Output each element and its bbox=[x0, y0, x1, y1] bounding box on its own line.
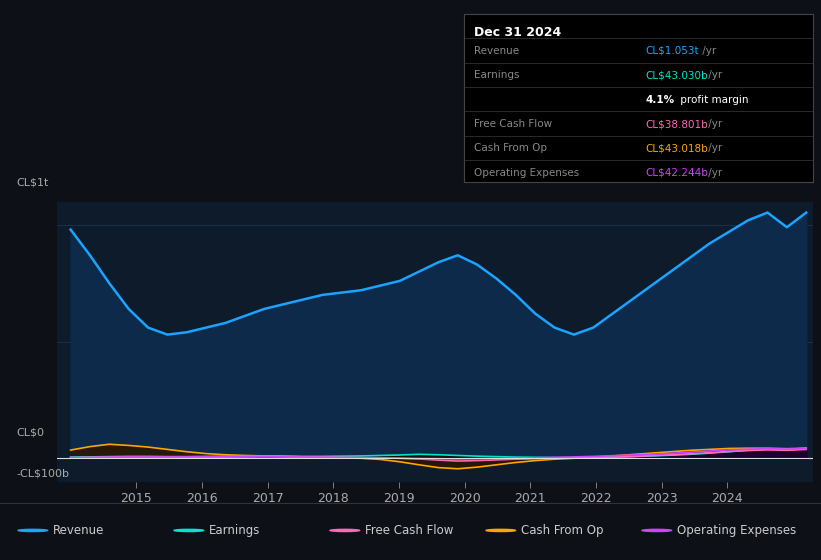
Text: CL$42.244b: CL$42.244b bbox=[645, 168, 709, 178]
Text: Operating Expenses: Operating Expenses bbox=[677, 524, 796, 537]
Circle shape bbox=[18, 529, 48, 531]
Text: -CL$100b: -CL$100b bbox=[16, 468, 70, 478]
Text: CL$1t: CL$1t bbox=[16, 178, 48, 188]
Text: Cash From Op: Cash From Op bbox=[475, 143, 548, 153]
Text: /yr: /yr bbox=[699, 46, 716, 56]
Text: CL$38.801b: CL$38.801b bbox=[645, 119, 708, 129]
Text: CL$43.030b: CL$43.030b bbox=[645, 71, 708, 80]
Text: /yr: /yr bbox=[704, 71, 722, 80]
Text: profit margin: profit margin bbox=[677, 95, 748, 105]
Text: /yr: /yr bbox=[704, 168, 722, 178]
Text: CL$1.053t: CL$1.053t bbox=[645, 46, 699, 56]
Text: Earnings: Earnings bbox=[475, 71, 520, 80]
Text: Free Cash Flow: Free Cash Flow bbox=[475, 119, 553, 129]
Text: Dec 31 2024: Dec 31 2024 bbox=[475, 26, 562, 39]
Text: Revenue: Revenue bbox=[475, 46, 520, 56]
Circle shape bbox=[330, 529, 360, 531]
Circle shape bbox=[486, 529, 516, 531]
Circle shape bbox=[642, 529, 672, 531]
Text: CL$0: CL$0 bbox=[16, 427, 44, 437]
Text: 4.1%: 4.1% bbox=[645, 95, 674, 105]
Text: Operating Expenses: Operating Expenses bbox=[475, 168, 580, 178]
Text: Free Cash Flow: Free Cash Flow bbox=[365, 524, 454, 537]
Text: /yr: /yr bbox=[704, 119, 722, 129]
Text: CL$43.018b: CL$43.018b bbox=[645, 143, 708, 153]
Text: Earnings: Earnings bbox=[209, 524, 261, 537]
Text: Revenue: Revenue bbox=[53, 524, 105, 537]
Text: Cash From Op: Cash From Op bbox=[521, 524, 603, 537]
Circle shape bbox=[174, 529, 204, 531]
Text: /yr: /yr bbox=[704, 143, 722, 153]
